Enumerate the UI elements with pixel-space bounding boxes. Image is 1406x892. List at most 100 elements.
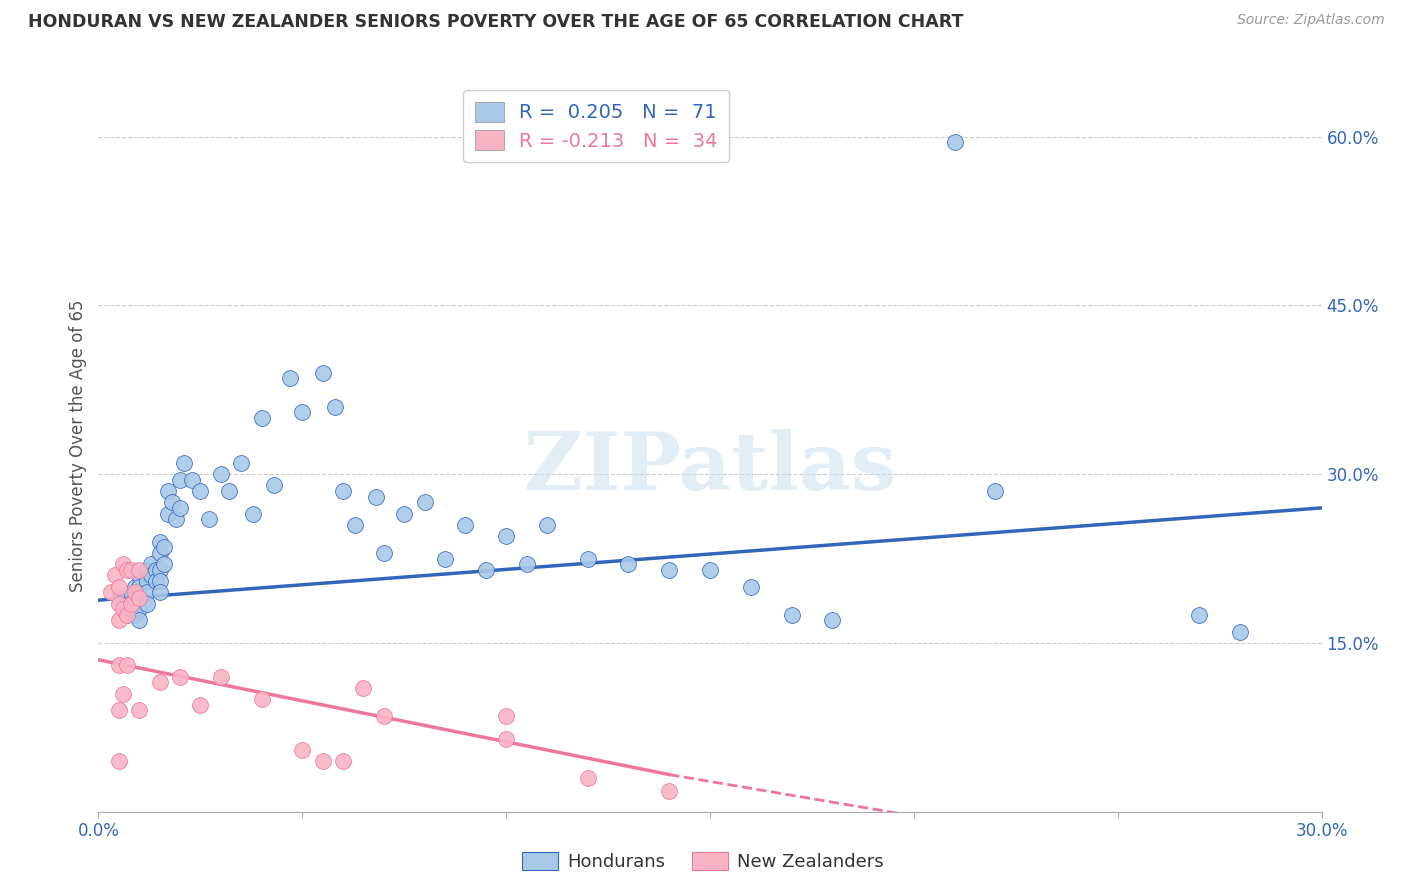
- Point: [120, 585, 142, 599]
- Point: [108, 580, 131, 594]
- Text: Source: ZipAtlas.com: Source: ZipAtlas.com: [1237, 13, 1385, 28]
- Point: [160, 495, 183, 509]
- Point: [454, 517, 477, 532]
- Point: [181, 473, 204, 487]
- Point: [149, 563, 172, 577]
- Point: [658, 784, 681, 798]
- Point: [495, 709, 517, 723]
- Point: [128, 614, 150, 628]
- Point: [169, 670, 191, 684]
- Point: [136, 585, 159, 599]
- Point: [434, 551, 457, 566]
- Point: [165, 512, 187, 526]
- Point: [136, 597, 159, 611]
- Point: [149, 546, 172, 560]
- Point: [115, 597, 138, 611]
- Point: [576, 771, 599, 785]
- Point: [145, 563, 167, 577]
- Point: [242, 507, 264, 521]
- Point: [124, 580, 146, 594]
- Point: [658, 563, 681, 577]
- Point: [576, 551, 599, 566]
- Point: [169, 473, 191, 487]
- Y-axis label: Seniors Poverty Over the Age of 65: Seniors Poverty Over the Age of 65: [69, 300, 87, 592]
- Point: [740, 580, 762, 594]
- Point: [474, 563, 498, 577]
- Point: [188, 698, 212, 712]
- Point: [108, 591, 131, 605]
- Point: [250, 692, 273, 706]
- Point: [364, 490, 387, 504]
- Point: [104, 568, 127, 582]
- Point: [152, 541, 174, 555]
- Point: [373, 709, 395, 723]
- Point: [145, 574, 167, 588]
- Point: [373, 546, 395, 560]
- Point: [120, 597, 142, 611]
- Point: [209, 467, 232, 482]
- Point: [516, 557, 538, 571]
- Point: [149, 574, 172, 588]
- Point: [124, 607, 146, 622]
- Point: [231, 456, 253, 470]
- Point: [332, 754, 354, 768]
- Point: [197, 512, 219, 526]
- Point: [108, 703, 131, 717]
- Point: [111, 602, 134, 616]
- Point: [250, 410, 273, 425]
- Point: [149, 585, 172, 599]
- Point: [149, 675, 172, 690]
- Point: [128, 602, 150, 616]
- Text: HONDURAN VS NEW ZEALANDER SENIORS POVERTY OVER THE AGE OF 65 CORRELATION CHART: HONDURAN VS NEW ZEALANDER SENIORS POVERT…: [28, 13, 963, 31]
- Point: [149, 534, 172, 549]
- Legend: R =  0.205   N =  71, R = -0.213   N =  34: R = 0.205 N = 71, R = -0.213 N = 34: [463, 90, 730, 162]
- Point: [108, 614, 131, 628]
- Point: [124, 591, 146, 605]
- Point: [128, 591, 150, 605]
- Point: [392, 507, 416, 521]
- Point: [169, 500, 191, 515]
- Point: [1229, 624, 1251, 639]
- Point: [141, 557, 163, 571]
- Point: [173, 456, 195, 470]
- Point: [111, 557, 134, 571]
- Point: [115, 658, 138, 673]
- Point: [152, 557, 174, 571]
- Legend: Hondurans, New Zealanders: Hondurans, New Zealanders: [515, 845, 891, 879]
- Point: [156, 483, 179, 498]
- Point: [821, 614, 844, 628]
- Point: [332, 483, 354, 498]
- Point: [352, 681, 374, 695]
- Point: [263, 478, 285, 492]
- Point: [136, 563, 159, 577]
- Point: [291, 743, 314, 757]
- Point: [188, 483, 212, 498]
- Point: [128, 591, 150, 605]
- Point: [156, 507, 179, 521]
- Text: ZIPatlas: ZIPatlas: [524, 429, 896, 507]
- Point: [136, 574, 159, 588]
- Point: [128, 703, 150, 717]
- Point: [108, 658, 131, 673]
- Point: [780, 607, 803, 622]
- Point: [124, 585, 146, 599]
- Point: [495, 731, 517, 746]
- Point: [312, 366, 335, 380]
- Point: [984, 483, 1007, 498]
- Point: [128, 568, 150, 582]
- Point: [344, 517, 367, 532]
- Point: [323, 400, 346, 414]
- Point: [943, 135, 966, 149]
- Point: [141, 568, 163, 582]
- Point: [413, 495, 436, 509]
- Point: [291, 405, 314, 419]
- Point: [1188, 607, 1211, 622]
- Point: [111, 687, 134, 701]
- Point: [108, 597, 131, 611]
- Point: [312, 754, 335, 768]
- Point: [108, 754, 131, 768]
- Point: [536, 517, 558, 532]
- Point: [218, 483, 240, 498]
- Point: [115, 607, 138, 622]
- Point: [120, 563, 142, 577]
